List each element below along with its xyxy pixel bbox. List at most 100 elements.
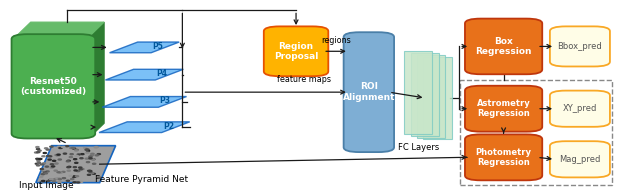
Text: P2: P2 (163, 122, 174, 131)
Circle shape (38, 150, 41, 151)
Text: XY_pred: XY_pred (563, 104, 597, 113)
Text: P4: P4 (157, 69, 168, 78)
Circle shape (38, 162, 41, 163)
Circle shape (67, 170, 70, 171)
Circle shape (37, 160, 40, 161)
Circle shape (77, 154, 81, 155)
Text: Input Image: Input Image (19, 181, 74, 191)
Circle shape (75, 150, 78, 151)
Circle shape (97, 154, 100, 155)
Polygon shape (109, 42, 179, 53)
Text: Photometry
Regression: Photometry Regression (476, 148, 532, 167)
Circle shape (57, 154, 60, 155)
Circle shape (74, 159, 77, 160)
Circle shape (69, 157, 72, 158)
Circle shape (92, 173, 95, 174)
Circle shape (58, 146, 61, 147)
Circle shape (50, 167, 53, 168)
Circle shape (57, 178, 60, 179)
FancyBboxPatch shape (550, 141, 610, 177)
FancyBboxPatch shape (12, 34, 95, 139)
Polygon shape (90, 22, 104, 137)
Circle shape (75, 149, 78, 150)
Circle shape (69, 175, 72, 176)
Circle shape (93, 163, 96, 164)
Circle shape (50, 146, 53, 147)
Circle shape (74, 167, 76, 168)
Circle shape (42, 156, 45, 157)
Circle shape (89, 156, 92, 157)
Circle shape (40, 169, 44, 170)
Circle shape (61, 146, 65, 147)
FancyBboxPatch shape (411, 53, 439, 136)
Circle shape (62, 178, 65, 179)
Circle shape (55, 163, 58, 164)
Circle shape (72, 176, 76, 177)
Circle shape (75, 155, 78, 156)
Circle shape (41, 174, 44, 175)
Circle shape (91, 159, 94, 160)
Circle shape (77, 171, 80, 172)
Circle shape (86, 150, 90, 151)
FancyBboxPatch shape (465, 86, 542, 132)
Text: Region
Proposal: Region Proposal (274, 42, 318, 61)
Text: Resnet50
(customized): Resnet50 (customized) (20, 77, 86, 96)
Circle shape (72, 147, 75, 148)
Circle shape (67, 161, 70, 162)
FancyBboxPatch shape (344, 32, 394, 152)
Circle shape (59, 148, 62, 149)
Circle shape (76, 176, 79, 177)
FancyBboxPatch shape (424, 57, 452, 139)
Text: Feature Pyramid Net: Feature Pyramid Net (95, 175, 188, 184)
Text: ROI
Alignment: ROI Alignment (342, 83, 395, 102)
Circle shape (57, 172, 60, 173)
Circle shape (42, 170, 45, 171)
Text: Astrometry
Regression: Astrometry Regression (477, 99, 531, 118)
Circle shape (95, 146, 98, 147)
Circle shape (70, 148, 73, 149)
Circle shape (49, 156, 52, 157)
Text: Box
Regression: Box Regression (476, 37, 532, 56)
Circle shape (35, 152, 38, 153)
Circle shape (55, 155, 58, 156)
Circle shape (91, 153, 94, 154)
Circle shape (36, 152, 40, 153)
FancyBboxPatch shape (465, 19, 542, 74)
Text: FC Layers: FC Layers (398, 143, 440, 152)
Polygon shape (36, 146, 116, 183)
FancyBboxPatch shape (264, 26, 328, 76)
Circle shape (56, 178, 59, 179)
Circle shape (97, 177, 100, 178)
Circle shape (35, 163, 38, 164)
Circle shape (52, 181, 56, 182)
Circle shape (56, 155, 60, 156)
Circle shape (59, 172, 62, 173)
Circle shape (73, 176, 76, 177)
Circle shape (36, 147, 39, 148)
FancyBboxPatch shape (404, 51, 433, 134)
Circle shape (88, 174, 91, 175)
Circle shape (90, 155, 93, 156)
Circle shape (67, 167, 70, 168)
Circle shape (70, 154, 73, 155)
Circle shape (79, 167, 82, 168)
Circle shape (81, 154, 84, 155)
Circle shape (73, 182, 76, 183)
Circle shape (79, 169, 83, 170)
Circle shape (45, 166, 49, 167)
Polygon shape (17, 22, 104, 36)
Circle shape (41, 181, 44, 182)
Circle shape (58, 147, 61, 148)
Circle shape (67, 160, 70, 161)
FancyBboxPatch shape (417, 55, 445, 138)
FancyBboxPatch shape (550, 26, 610, 66)
Circle shape (50, 179, 53, 180)
Circle shape (95, 155, 99, 156)
Circle shape (85, 149, 88, 150)
Circle shape (44, 152, 47, 153)
Circle shape (81, 169, 84, 170)
Circle shape (74, 170, 77, 171)
Circle shape (48, 159, 51, 160)
Circle shape (47, 155, 50, 156)
Text: P3: P3 (160, 96, 171, 105)
